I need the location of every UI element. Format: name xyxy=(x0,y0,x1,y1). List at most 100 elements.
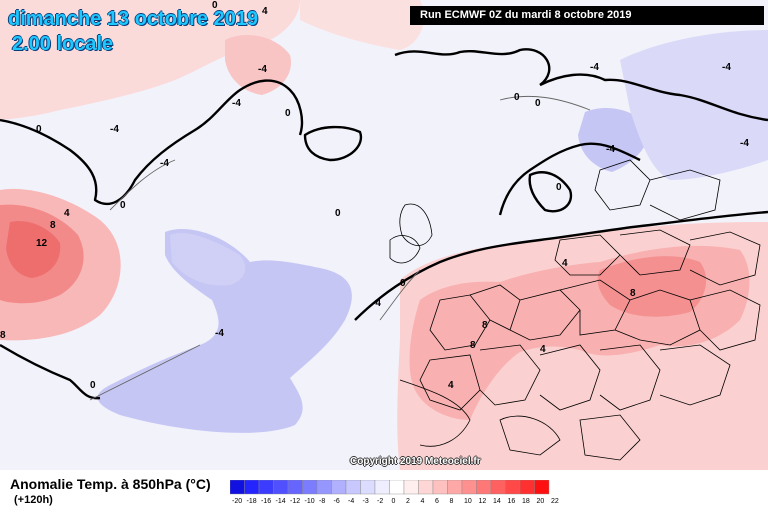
contour-label: 0 xyxy=(514,92,520,103)
color-swatch xyxy=(534,480,550,495)
contour-label: 0 xyxy=(120,200,126,211)
contour-label: 4 xyxy=(562,258,568,269)
color-swatch xyxy=(331,480,347,495)
color-swatch xyxy=(287,480,303,495)
scale-tick-label: 18 xyxy=(522,498,530,505)
cold-anomaly-areas xyxy=(97,30,768,433)
anomaly-map: 0 0 0 0 0 0 0 0 0 0 -4 -4 -4 -4 -4 -4 -4… xyxy=(0,0,768,470)
contour-label: 12 xyxy=(36,238,48,249)
country-borders xyxy=(389,159,761,461)
color-swatch xyxy=(316,480,332,495)
coast-arctic xyxy=(394,48,551,86)
color-swatch xyxy=(273,480,289,495)
color-swatch xyxy=(432,480,448,495)
contour-label: 0 xyxy=(36,124,42,135)
scale-tick-label: 8 xyxy=(450,498,454,505)
contour-label: -4 xyxy=(740,138,749,149)
scale-tick-label: 10 xyxy=(464,498,472,505)
cold-area-west-atlantic xyxy=(170,232,246,286)
contour-label: -4 xyxy=(215,328,224,339)
copyright-text: Copyright 2019 Meteociel.fr xyxy=(350,456,481,467)
coast-greenland xyxy=(0,79,304,206)
color-swatch xyxy=(345,480,361,495)
contour-label: 4 xyxy=(262,6,268,17)
color-swatch xyxy=(374,480,390,495)
coast-scandinavia-west xyxy=(498,142,641,216)
warm-area-north xyxy=(300,0,424,50)
scale-tick-label: 20 xyxy=(537,498,545,505)
contour-label: 0 xyxy=(400,278,406,289)
coastlines xyxy=(0,48,768,400)
contour-label: 0 xyxy=(285,108,291,119)
contour-label: 0 xyxy=(556,182,562,193)
contour-label: 4 xyxy=(64,208,70,219)
scale-tick-label: -6 xyxy=(334,498,340,505)
variable-label: Anomalie Temp. à 850hPa (°C) xyxy=(10,476,211,492)
scale-tick-label: 0 xyxy=(392,498,396,505)
cold-area-atlantic xyxy=(97,228,352,433)
scale-tick-label: -12 xyxy=(290,498,300,505)
color-swatch xyxy=(505,480,521,495)
scale-tick-label: -14 xyxy=(276,498,286,505)
color-swatch xyxy=(230,480,245,495)
coast-norway xyxy=(539,73,768,122)
scale-tick-label: -16 xyxy=(261,498,271,505)
contour-label: -4 xyxy=(722,62,731,73)
contour-label: 4 xyxy=(448,380,454,391)
contour-label: 8 xyxy=(482,320,488,331)
contour-label: 8 xyxy=(630,288,636,299)
color-swatch xyxy=(461,480,477,495)
color-swatch xyxy=(403,480,419,495)
color-swatch xyxy=(302,480,318,495)
forecast-date: dimanche 13 octobre 2019 xyxy=(8,8,259,30)
scale-tick-label: -20 xyxy=(232,498,242,505)
contour-label: -4 xyxy=(258,64,267,75)
warm-anomaly-areas xyxy=(0,0,768,470)
scale-tick-label: -3 xyxy=(363,498,369,505)
warm-area-greenland-south xyxy=(225,35,291,95)
scale-tick-label: 14 xyxy=(493,498,501,505)
lead-time-label: (+120h) xyxy=(14,494,53,506)
legend-panel: Anomalie Temp. à 850hPa (°C) (+120h) -20… xyxy=(0,470,768,512)
contour-label: 8 xyxy=(50,220,56,231)
scale-tick-label: 4 xyxy=(421,498,425,505)
contour-label: 4 xyxy=(540,344,546,355)
scale-tick-label: -2 xyxy=(377,498,383,505)
contour-label: 0 xyxy=(535,98,541,109)
scale-tick-label: 22 xyxy=(551,498,559,505)
contour-label: 0 xyxy=(335,208,341,219)
color-swatch xyxy=(490,480,506,495)
coast-iceland xyxy=(303,125,363,162)
zero-contours xyxy=(89,95,591,401)
color-swatch xyxy=(244,480,260,495)
color-swatch xyxy=(476,480,492,495)
contour-label: 0 xyxy=(90,380,96,391)
contour-label: 8 xyxy=(470,340,476,351)
model-run-info: Run ECMWF 0Z du mardi 8 octobre 2019 xyxy=(410,6,764,25)
coast-europe xyxy=(354,210,768,321)
color-swatch xyxy=(389,480,405,495)
scale-tick-label: -4 xyxy=(348,498,354,505)
warm-area-greenland xyxy=(0,0,300,120)
forecast-time: 2.00 locale xyxy=(12,33,114,55)
contour-label: -4 xyxy=(590,62,599,73)
scale-tick-label: -10 xyxy=(305,498,315,505)
scale-tick-label: 2 xyxy=(406,498,410,505)
contour-label: -4 xyxy=(160,158,169,169)
contour-label: 0 xyxy=(212,0,218,11)
contour-label: 8 xyxy=(0,330,6,341)
contour-label: -4 xyxy=(372,298,381,309)
color-swatch xyxy=(360,480,376,495)
warm-area-europe-max xyxy=(597,256,707,317)
scale-tick-label: 6 xyxy=(435,498,439,505)
color-swatch xyxy=(258,480,274,495)
contour-label: -4 xyxy=(606,144,615,155)
coast-baltic xyxy=(528,171,573,213)
warm-area-labrador-max xyxy=(6,221,61,278)
color-swatch xyxy=(447,480,463,495)
coast-labrador xyxy=(0,343,101,400)
scale-tick-label: -18 xyxy=(247,498,257,505)
contour-label: -4 xyxy=(110,124,119,135)
cold-area-east xyxy=(620,30,768,180)
